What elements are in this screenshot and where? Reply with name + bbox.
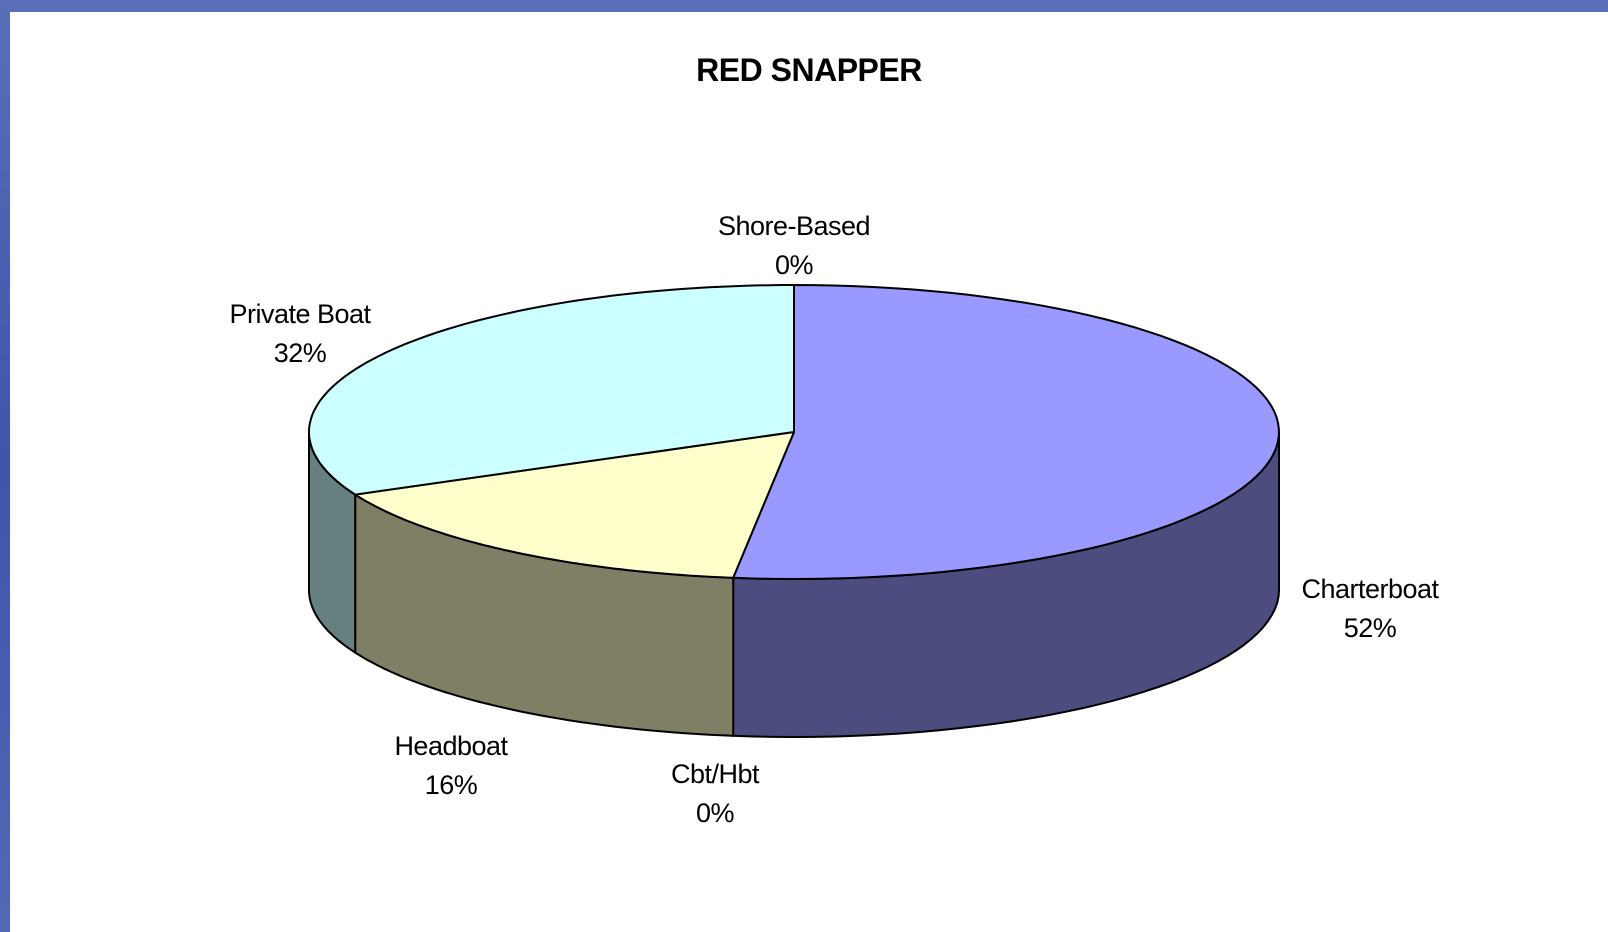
pie-tops	[308, 284, 1280, 580]
label-headboat-value: 16%	[425, 770, 478, 800]
chart-frame: RED SNAPPER Charterboat 52% Cbt/Hbt 0% Headb…	[10, 12, 1608, 932]
label-private-boat-value: 32%	[274, 338, 327, 368]
pie-slice-charterboat	[732, 284, 1280, 580]
label-shore-based-value: 0%	[775, 250, 814, 280]
label-headboat-name: Headboat	[394, 731, 508, 761]
pie-slice-headboat	[354, 431, 795, 579]
pie-slice-private-boat	[308, 284, 795, 496]
label-private-boat-name: Private Boat	[229, 299, 371, 329]
label-cbt-hbt-name: Cbt/Hbt	[671, 759, 760, 789]
label-cbt-hbt-value: 0%	[696, 798, 735, 828]
label-shore-based-name: Shore-Based	[718, 211, 870, 241]
pie-sides	[308, 431, 1280, 739]
chart-title: RED SNAPPER	[696, 52, 922, 88]
label-charterboat-name: Charterboat	[1301, 574, 1439, 604]
label-charterboat-value: 52%	[1344, 613, 1397, 643]
pie-chart: Charterboat 52% Cbt/Hbt 0% Headboat 16% Privat…	[229, 211, 1440, 828]
pie-labels: Charterboat 52% Cbt/Hbt 0% Headboat 16% Privat…	[229, 211, 1440, 828]
